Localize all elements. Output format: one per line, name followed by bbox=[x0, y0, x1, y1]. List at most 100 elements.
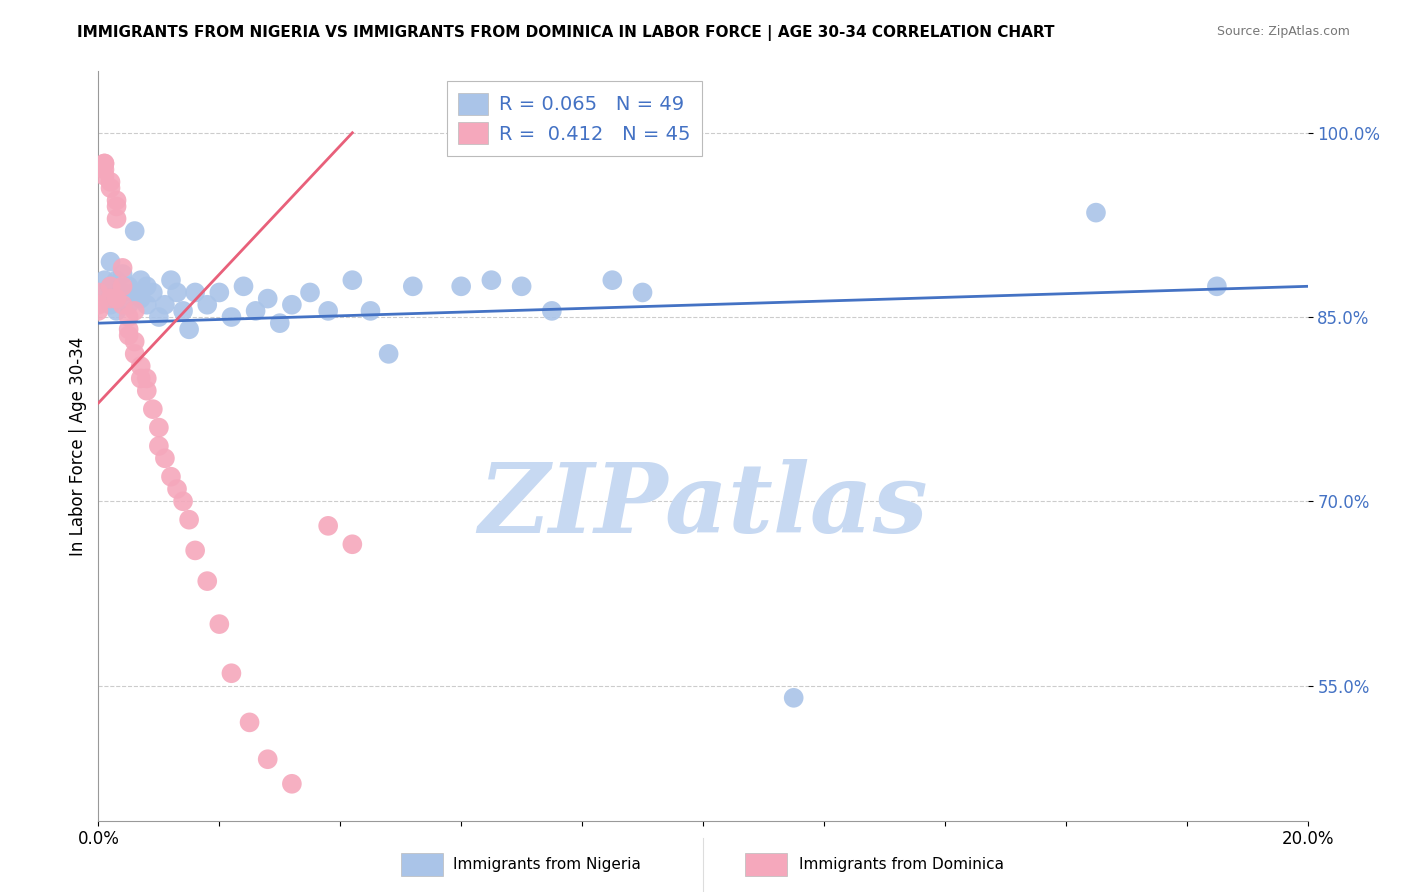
Point bbox=[118, 279, 141, 293]
Point bbox=[124, 347, 146, 361]
Point bbox=[245, 304, 267, 318]
Point bbox=[135, 371, 157, 385]
Point bbox=[153, 298, 176, 312]
Text: Immigrants from Dominica: Immigrants from Dominica bbox=[799, 857, 1004, 871]
Point bbox=[100, 279, 122, 293]
Point bbox=[111, 298, 134, 312]
Point bbox=[129, 359, 152, 373]
Text: Immigrants from Nigeria: Immigrants from Nigeria bbox=[453, 857, 641, 871]
Point bbox=[179, 322, 201, 336]
Text: ZIPatlas: ZIPatlas bbox=[478, 459, 928, 553]
Point bbox=[208, 285, 231, 300]
Text: IMMIGRANTS FROM NIGERIA VS IMMIGRANTS FROM DOMINICA IN LABOR FORCE | AGE 30-34 C: IMMIGRANTS FROM NIGERIA VS IMMIGRANTS FR… bbox=[77, 25, 1054, 41]
Point bbox=[105, 292, 128, 306]
Point bbox=[631, 285, 654, 300]
Point bbox=[100, 181, 122, 195]
Point bbox=[166, 482, 188, 496]
Point bbox=[1085, 205, 1108, 219]
Point bbox=[142, 402, 165, 417]
Point bbox=[105, 211, 128, 226]
Point bbox=[342, 273, 364, 287]
Point bbox=[111, 267, 134, 281]
Point bbox=[172, 494, 194, 508]
Point bbox=[124, 334, 146, 349]
Point bbox=[360, 304, 382, 318]
Point bbox=[111, 285, 134, 300]
Legend: R = 0.065   N = 49, R =  0.412   N = 45: R = 0.065 N = 49, R = 0.412 N = 45 bbox=[447, 81, 703, 156]
Point bbox=[166, 285, 188, 300]
Point bbox=[281, 298, 304, 312]
Point bbox=[221, 310, 243, 324]
Point bbox=[93, 169, 115, 183]
Point bbox=[118, 310, 141, 324]
Point bbox=[105, 199, 128, 213]
Point bbox=[342, 537, 364, 551]
Point bbox=[135, 279, 157, 293]
Point bbox=[184, 543, 207, 558]
Point bbox=[93, 156, 115, 170]
Point bbox=[316, 519, 339, 533]
Point bbox=[783, 690, 806, 705]
Point bbox=[142, 285, 165, 300]
Point bbox=[172, 304, 194, 318]
Point bbox=[402, 279, 425, 293]
Point bbox=[87, 285, 110, 300]
Point bbox=[111, 260, 134, 275]
Point bbox=[481, 273, 503, 287]
Point bbox=[100, 279, 122, 293]
Point bbox=[540, 304, 562, 318]
Point bbox=[510, 279, 533, 293]
Point bbox=[160, 469, 183, 483]
Point bbox=[135, 384, 157, 398]
Point bbox=[184, 285, 207, 300]
Point bbox=[602, 273, 624, 287]
Point bbox=[105, 304, 128, 318]
Point bbox=[124, 285, 146, 300]
Point bbox=[299, 285, 322, 300]
Point bbox=[87, 298, 110, 312]
Point bbox=[1206, 279, 1229, 293]
Point bbox=[100, 175, 122, 189]
Point bbox=[232, 279, 254, 293]
Point bbox=[281, 777, 304, 791]
Point bbox=[148, 439, 170, 453]
Point bbox=[160, 273, 183, 287]
Point bbox=[148, 420, 170, 434]
Point bbox=[118, 298, 141, 312]
Point bbox=[129, 292, 152, 306]
Point bbox=[93, 162, 115, 177]
Point bbox=[129, 273, 152, 287]
Point bbox=[111, 279, 134, 293]
Point bbox=[100, 254, 122, 268]
Point bbox=[93, 273, 115, 287]
Point bbox=[100, 298, 122, 312]
Point bbox=[269, 316, 291, 330]
Point bbox=[124, 304, 146, 318]
Point bbox=[100, 292, 122, 306]
Point bbox=[135, 298, 157, 312]
Point bbox=[316, 304, 339, 318]
Point bbox=[256, 752, 278, 766]
Point bbox=[118, 322, 141, 336]
Point bbox=[153, 451, 176, 466]
Point bbox=[129, 371, 152, 385]
Y-axis label: In Labor Force | Age 30-34: In Labor Force | Age 30-34 bbox=[69, 336, 87, 556]
Point bbox=[195, 298, 218, 312]
Point bbox=[195, 574, 218, 588]
Point bbox=[450, 279, 472, 293]
Point bbox=[256, 292, 278, 306]
Point bbox=[105, 273, 128, 287]
Point bbox=[221, 666, 243, 681]
Point bbox=[87, 304, 110, 318]
Text: Source: ZipAtlas.com: Source: ZipAtlas.com bbox=[1216, 25, 1350, 38]
Point bbox=[377, 347, 399, 361]
Point bbox=[93, 285, 115, 300]
Point bbox=[148, 310, 170, 324]
Point bbox=[118, 328, 141, 343]
Point bbox=[105, 292, 128, 306]
Point bbox=[208, 617, 231, 632]
Point bbox=[105, 194, 128, 208]
Point bbox=[124, 224, 146, 238]
Point bbox=[179, 513, 201, 527]
Point bbox=[93, 156, 115, 170]
